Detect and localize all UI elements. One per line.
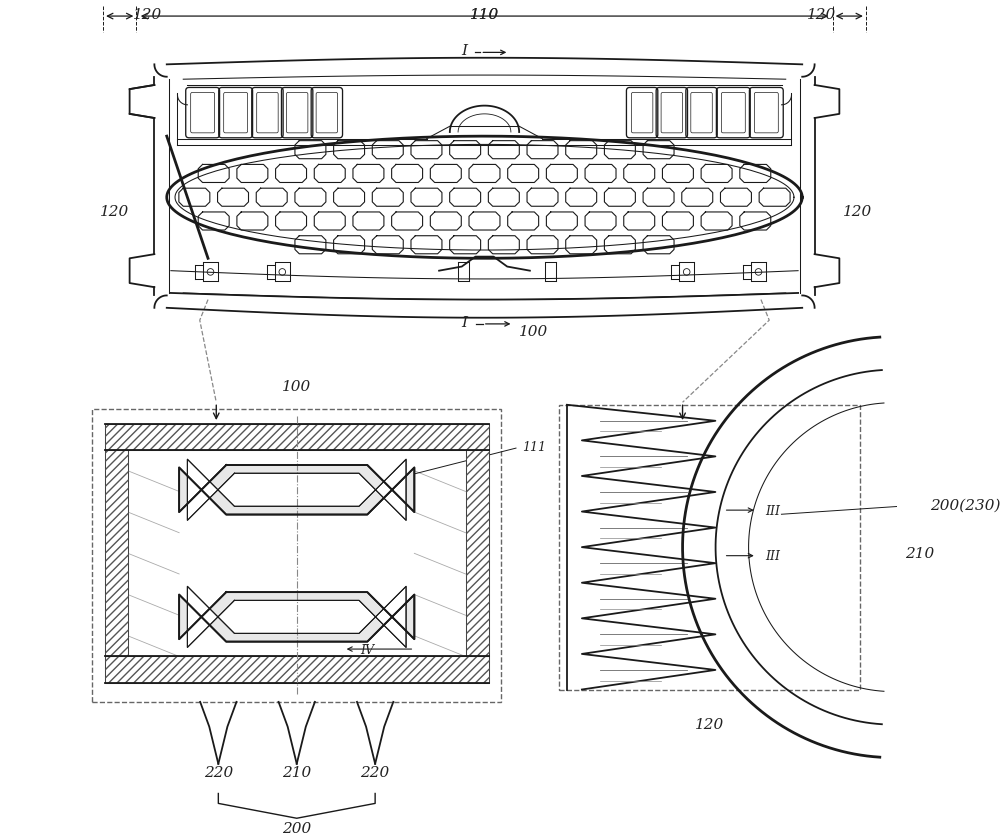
Polygon shape <box>187 460 406 521</box>
Text: 110: 110 <box>470 8 499 22</box>
Bar <box>466 451 489 657</box>
Text: I: I <box>461 43 467 58</box>
Text: 220: 220 <box>361 765 390 779</box>
Text: 210: 210 <box>905 546 935 560</box>
Text: 100: 100 <box>519 325 549 339</box>
Text: 220: 220 <box>204 765 233 779</box>
Text: IV: IV <box>360 643 374 655</box>
Text: II: II <box>327 610 337 624</box>
Bar <box>466 451 489 657</box>
FancyBboxPatch shape <box>92 410 501 702</box>
Bar <box>105 657 489 683</box>
Text: 210: 210 <box>282 765 311 779</box>
Text: III: III <box>766 549 781 563</box>
Bar <box>105 451 128 657</box>
Text: 120: 120 <box>133 8 162 22</box>
Text: 111: 111 <box>413 441 546 475</box>
Text: 120: 120 <box>843 205 872 218</box>
Text: 110: 110 <box>470 8 499 22</box>
Bar <box>105 451 128 657</box>
Text: 200: 200 <box>282 821 311 835</box>
Polygon shape <box>179 593 414 642</box>
Polygon shape <box>187 587 406 648</box>
Text: V: V <box>222 610 231 624</box>
Text: III: III <box>766 504 781 517</box>
FancyBboxPatch shape <box>559 405 860 690</box>
Text: 120: 120 <box>695 717 724 732</box>
Bar <box>105 657 489 683</box>
Text: 200(230): 200(230) <box>930 498 1000 512</box>
Text: 120: 120 <box>100 205 129 218</box>
Text: V: V <box>222 484 231 497</box>
Bar <box>105 424 489 451</box>
Text: 100: 100 <box>282 380 311 393</box>
Bar <box>105 424 489 451</box>
Text: I: I <box>461 316 467 330</box>
Polygon shape <box>179 466 414 515</box>
Text: 120: 120 <box>807 8 836 22</box>
Text: II: II <box>327 484 337 497</box>
Text: IV: IV <box>360 484 374 497</box>
